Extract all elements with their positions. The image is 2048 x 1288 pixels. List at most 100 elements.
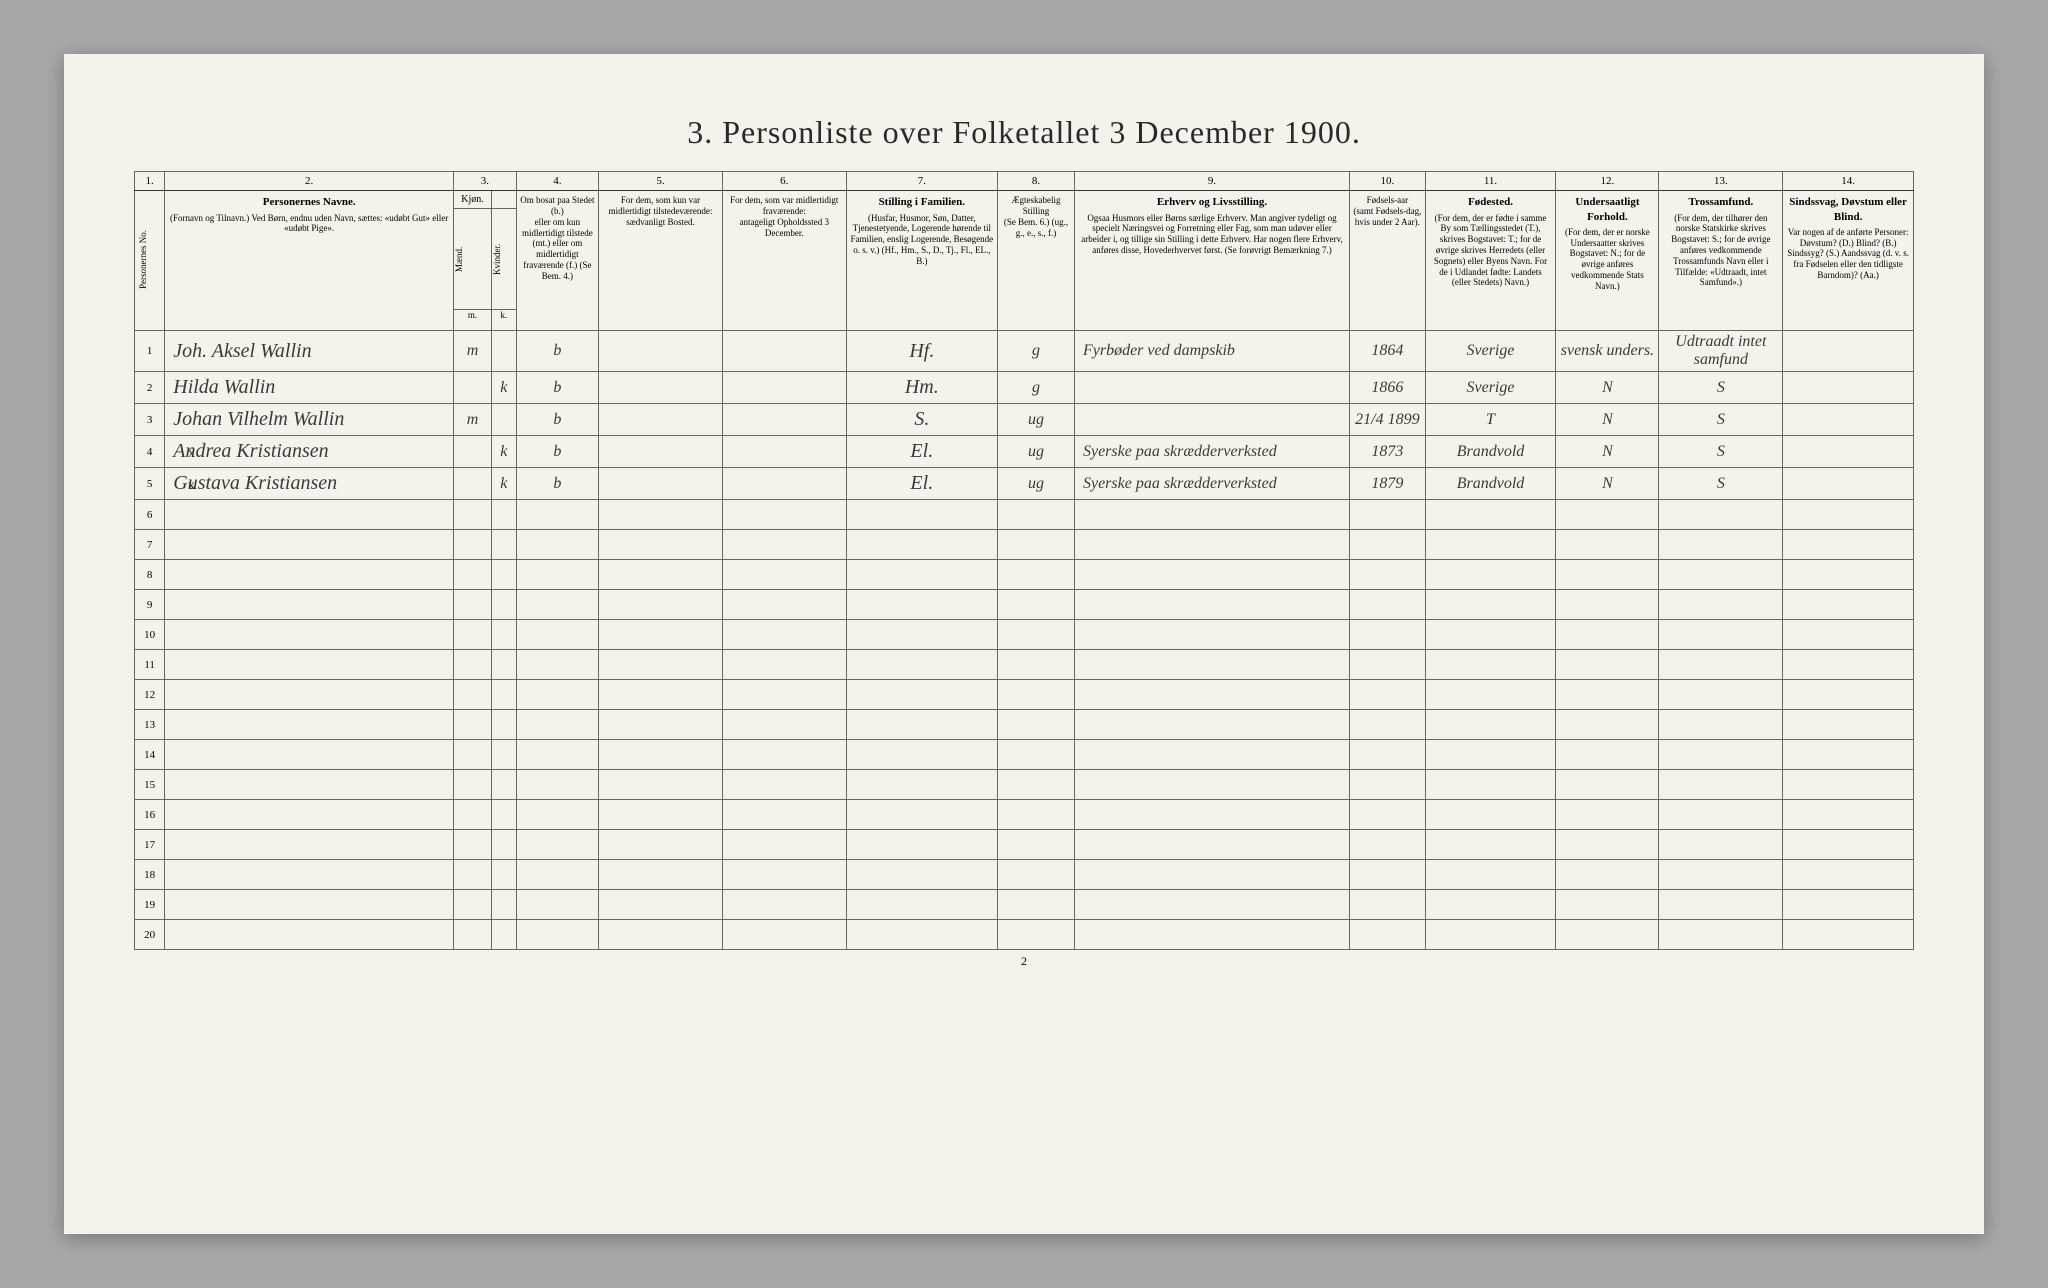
cell-name: Andrea Kristiansen [165,436,454,468]
hdr-temp-present: For dem, som kun var midlertidigt tilste… [599,191,723,331]
cell-sex-k: k [491,372,516,404]
cell-marital: ug [997,468,1074,500]
table-row-empty: 6 [135,500,1914,530]
col-num-14: 14. [1783,172,1914,191]
table-row-empty: 18 [135,860,1914,890]
cell-num: 15 [135,770,165,800]
cell-num: 18 [135,860,165,890]
cell-faith: S [1659,468,1783,500]
cell-subject: svensk unders. [1556,331,1659,372]
page-number: 2 [134,954,1914,969]
cell-disability [1783,468,1914,500]
col-num-2: 2. [165,172,454,191]
cell-residence: b [516,372,599,404]
cell-marital: ug [997,404,1074,436]
cell-name: Gustava Kristiansen [165,468,454,500]
cell-birth: 1864 [1350,331,1426,372]
col-num-5: 5. [599,172,723,191]
cell-sex-k: k [491,436,516,468]
hdr-sex-m: Kjøn. Mænd. m. [454,191,492,331]
col-num-8: 8. [997,172,1074,191]
table-row-empty: 19 [135,890,1914,920]
col-num-10: 10. [1350,172,1426,191]
table-row-empty: 10 [135,620,1914,650]
hdr-person-no: Personernes No. [135,191,165,331]
cell-temp-present [599,436,723,468]
cell-birthplace: Brandvold [1425,468,1556,500]
cell-disability [1783,404,1914,436]
table-row-empty: 20 [135,920,1914,950]
cell-faith: S [1659,372,1783,404]
cell-residence: b [516,436,599,468]
col-num-13: 13. [1659,172,1783,191]
cell-disability [1783,331,1914,372]
cell-num: 1 [135,331,165,372]
cell-birth: 1873 [1350,436,1426,468]
cell-residence: b [516,404,599,436]
cell-num: 7 [135,530,165,560]
cell-faith: S [1659,436,1783,468]
cell-num: 10 [135,620,165,650]
cell-subject: N [1556,372,1659,404]
cell-occupation: Syerske paa skrædderverksted [1074,436,1349,468]
hdr-birth-year: Fødsels-aar (samt Fødsels-dag, hvis unde… [1350,191,1426,331]
table-row-empty: 14 [135,740,1914,770]
table-row-empty: 8 [135,560,1914,590]
cell-name: Hilda Wallin [165,372,454,404]
table-row-empty: 13 [135,710,1914,740]
cell-num: 13 [135,710,165,740]
cell-sex-m: m [454,404,492,436]
table-row: x5 Gustava Kristiansen k b El. ug Syersk… [135,468,1914,500]
hdr-disability: Sindssvag, Døvstum eller Blind. Var noge… [1783,191,1914,331]
hdr-faith: Trossamfund. (For dem, der tilhører den … [1659,191,1783,331]
col-num-12: 12. [1556,172,1659,191]
cell-temp-absent [722,372,846,404]
cell-occupation: Fyrbøder ved dampskib [1074,331,1349,372]
table-row-empty: 11 [135,650,1914,680]
hdr-temp-absent: For dem, som var midlertidigt fraværende… [722,191,846,331]
cell-birthplace: Sverige [1425,331,1556,372]
cell-residence: b [516,331,599,372]
table-row-empty: 16 [135,800,1914,830]
hdr-sex-k: Kvinder. k. [491,191,516,331]
col-num-4: 4. [516,172,599,191]
cell-temp-present [599,331,723,372]
cell-temp-absent [722,404,846,436]
cell-marital: g [997,331,1074,372]
table-row-empty: 15 [135,770,1914,800]
census-document: 3. Personliste over Folketallet 3 Decemb… [64,54,1984,1234]
hdr-birthplace: Fødested. (For dem, der er fødte i samme… [1425,191,1556,331]
col-num-6: 6. [722,172,846,191]
cell-marital: g [997,372,1074,404]
hdr-residence: Om bosat paa Stedet (b.) eller om kun mi… [516,191,599,331]
cell-faith: Udtraadt intet samfund [1659,331,1783,372]
cell-subject: N [1556,404,1659,436]
table-row: 1 Joh. Aksel Wallin m b Hf. g Fyrbøder v… [135,331,1914,372]
hdr-subject: Undersaatligt Forhold. (For dem, der er … [1556,191,1659,331]
hdr-occupation: Erhverv og Livsstilling. Ogsaa Husmors e… [1074,191,1349,331]
table-body: 1 Joh. Aksel Wallin m b Hf. g Fyrbøder v… [135,331,1914,950]
cell-occupation [1074,372,1349,404]
col-num-9: 9. [1074,172,1349,191]
cell-disability [1783,372,1914,404]
column-header-row: Personernes No. Personernes Navne. (Forn… [135,191,1914,331]
cell-family: Hm. [846,372,997,404]
table-row-empty: 9 [135,590,1914,620]
cell-num: 8 [135,560,165,590]
cell-num: 6 [135,500,165,530]
cell-family: El. [846,468,997,500]
cell-family: Hf. [846,331,997,372]
cell-num: 16 [135,800,165,830]
hdr-names: Personernes Navne. (Fornavn og Tilnavn.)… [165,191,454,331]
cell-birthplace: Brandvold [1425,436,1556,468]
table-row-empty: 12 [135,680,1914,710]
cell-sex-m [454,372,492,404]
cell-birthplace: T [1425,404,1556,436]
cell-marital: ug [997,436,1074,468]
cell-sex-m: m [454,331,492,372]
column-number-row: 1. 2. 3. 4. 5. 6. 7. 8. 9. 10. 11. 12. 1… [135,172,1914,191]
cell-num: 12 [135,680,165,710]
cell-subject: N [1556,468,1659,500]
cell-temp-present [599,468,723,500]
hdr-family-status: Stilling i Familien. (Husfar, Husmor, Sø… [846,191,997,331]
